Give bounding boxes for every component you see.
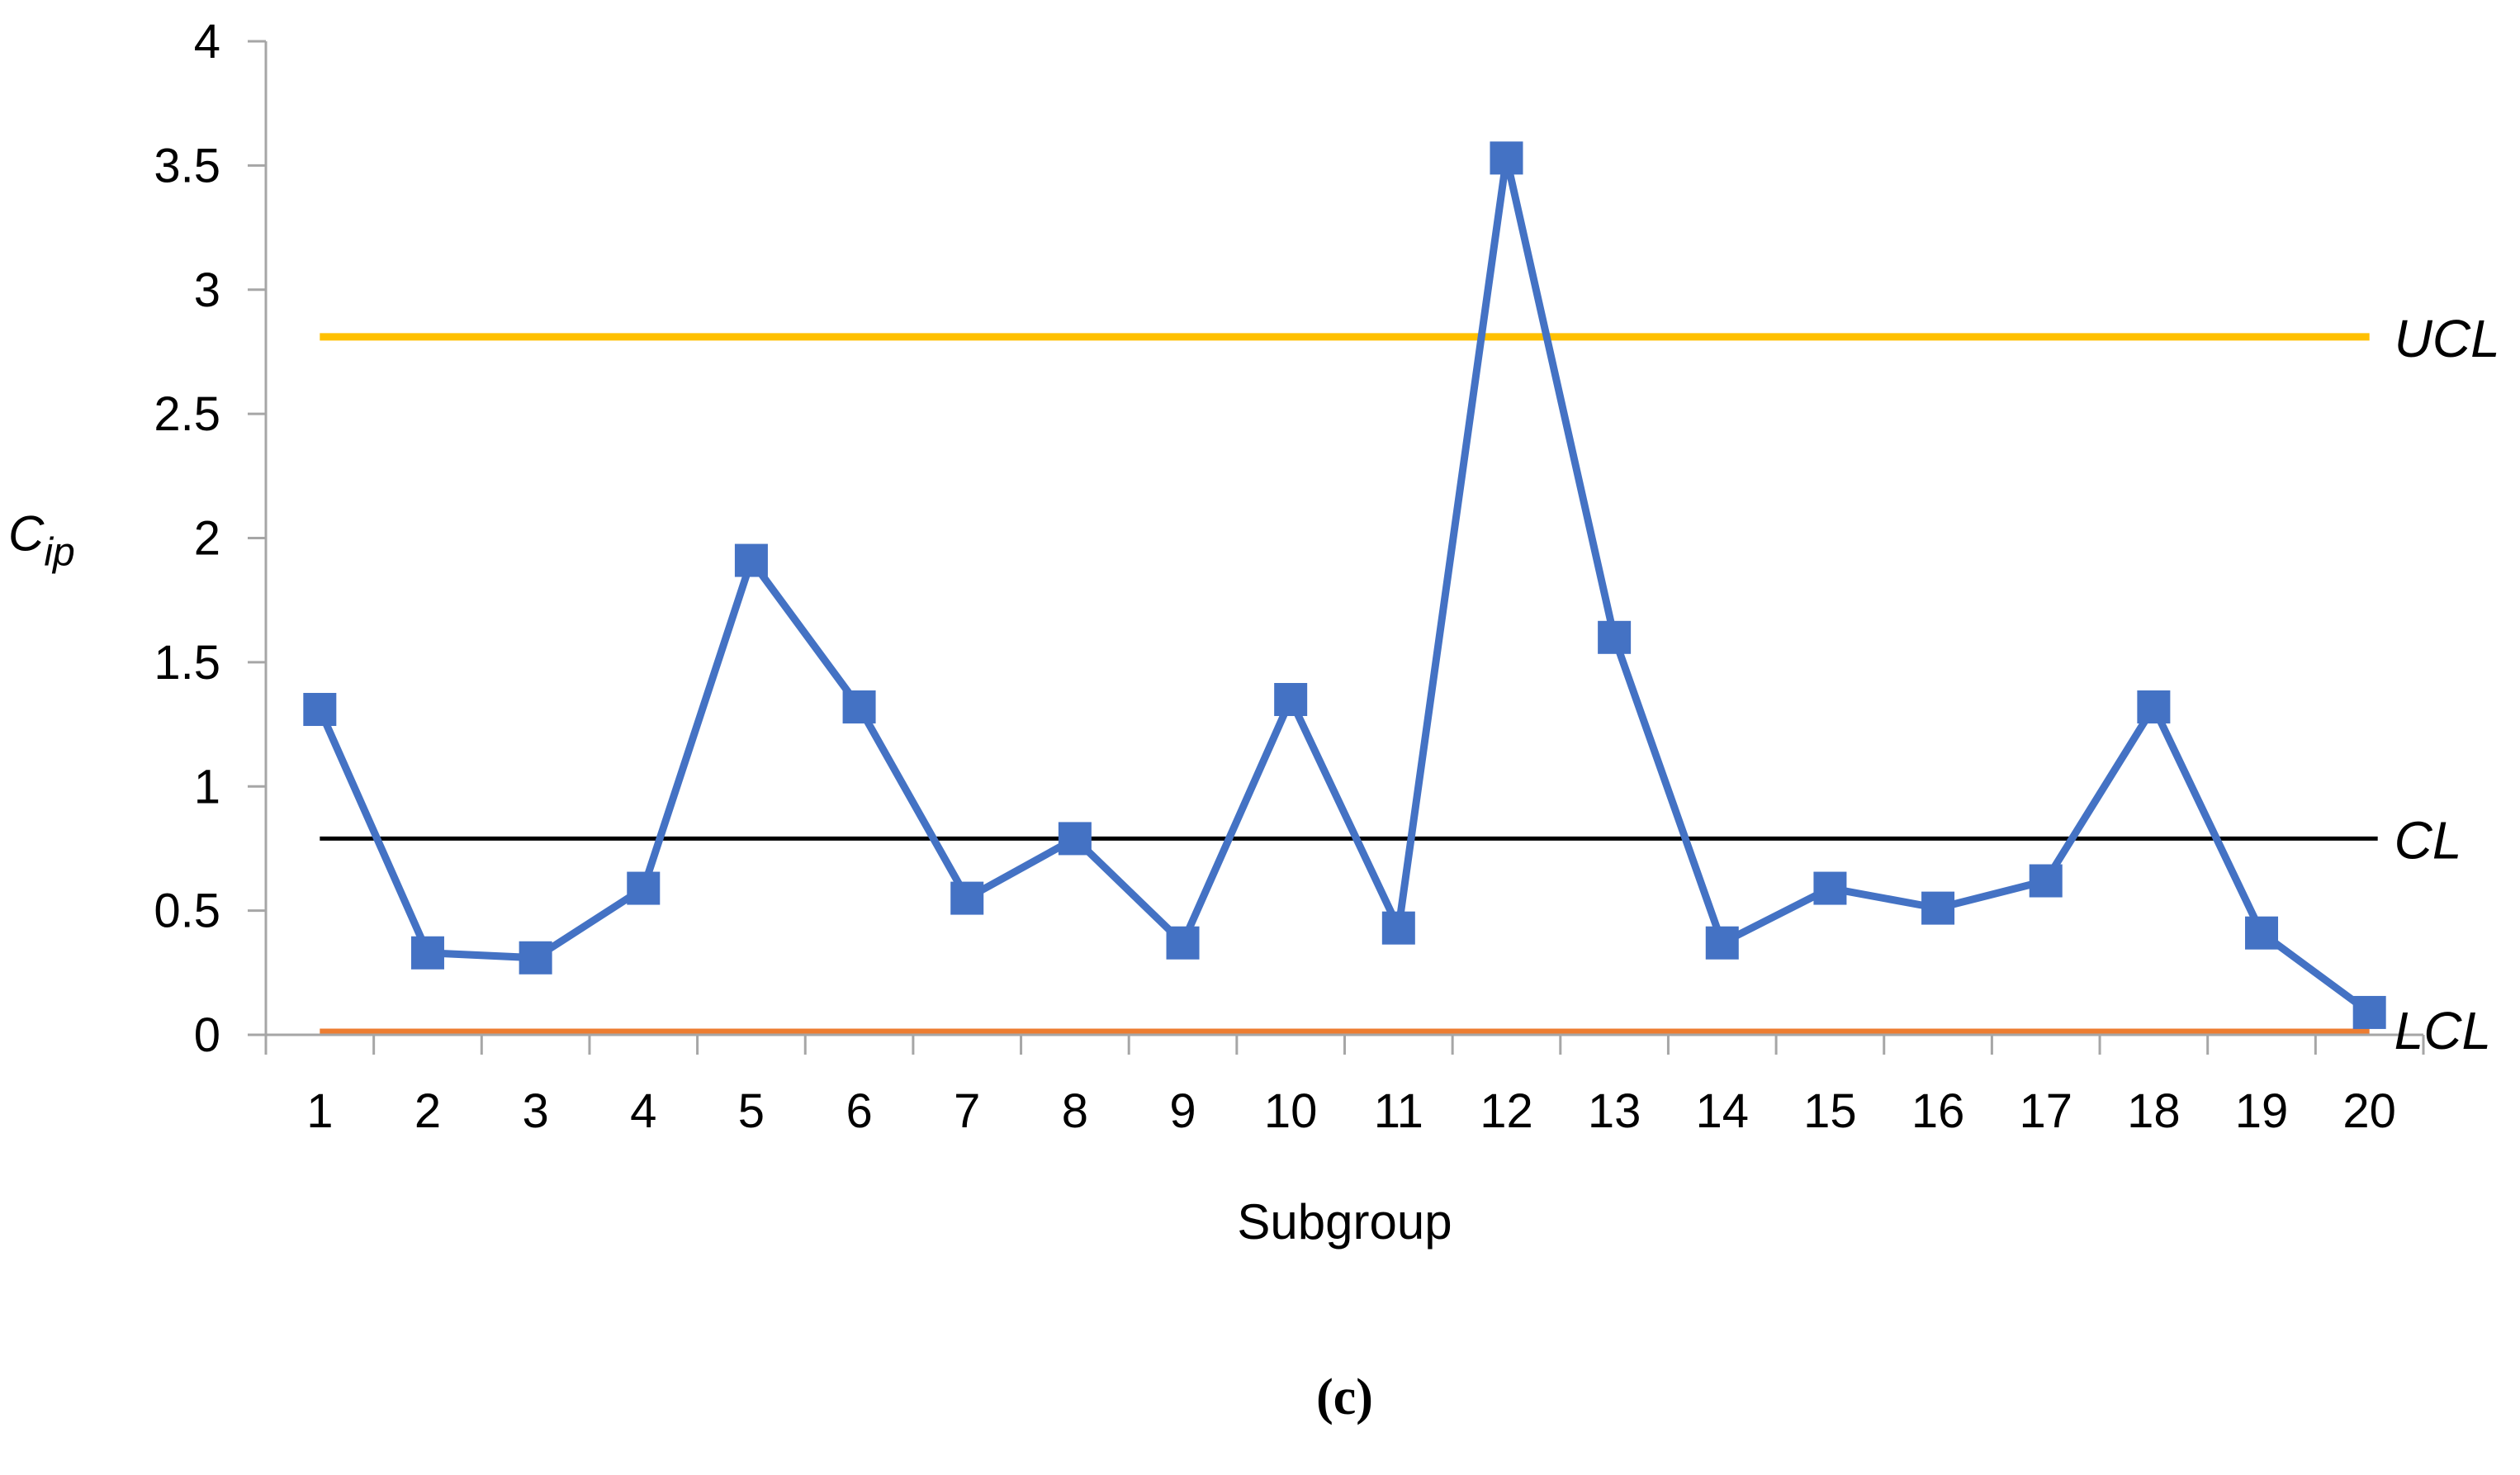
series-group [303, 141, 2386, 1029]
x-tick-label: 13 [1588, 1084, 1641, 1138]
x-tick-label: 15 [1803, 1084, 1857, 1138]
data-point-marker [734, 543, 768, 577]
data-point-marker [2029, 864, 2063, 898]
data-point-marker [842, 690, 876, 724]
data-point-marker [1921, 891, 1955, 925]
x-tick-label: 19 [2235, 1084, 2289, 1138]
data-point-marker [1058, 822, 1092, 856]
y-tick-label: 4 [194, 15, 220, 69]
data-point-marker [2245, 916, 2279, 950]
limit-lines [320, 333, 2378, 1036]
y-tick-label: 3 [194, 263, 220, 317]
x-tick-label: 10 [1264, 1084, 1318, 1138]
x-tick-label: 1 [306, 1084, 333, 1138]
data-point-marker [1274, 682, 1308, 716]
x-tick-label: 5 [738, 1084, 765, 1138]
data-point-marker [303, 693, 337, 727]
y-axis-title-subscript: ip [44, 531, 74, 575]
y-tick-label: 2 [194, 512, 220, 566]
x-tick-label: 7 [954, 1084, 980, 1138]
x-tick-label: 4 [630, 1084, 656, 1138]
limit-labels: UCL CL LCL [2394, 309, 2500, 1060]
data-point-marker [627, 871, 661, 905]
x-axis-ticks: 1 2 3 4 5 6 7 8 9 10 11 12 13 14 15 16 17 18 19 20 [264, 1035, 2425, 1138]
data-point-marker [410, 936, 444, 970]
x-tick-label: 12 [1480, 1084, 1533, 1138]
ucl-label: UCL [2394, 309, 2500, 368]
data-point-marker [1381, 911, 1415, 945]
x-tick-label: 11 [1374, 1084, 1423, 1138]
data-point-marker [1598, 620, 1632, 654]
x-tick-label: 16 [1911, 1084, 1965, 1138]
y-axis-title: Cip [8, 506, 75, 575]
data-point-marker [950, 881, 984, 915]
data-point-marker [1813, 871, 1847, 905]
x-axis-title: Subgroup [1237, 1194, 1452, 1250]
x-tick-label: 14 [1696, 1084, 1750, 1138]
y-tick-label: 1.5 [154, 636, 220, 690]
x-tick-label: 17 [2019, 1084, 2072, 1138]
y-axis-ticks: 0 0.5 1 1.5 2 2.5 3 3.5 4 [154, 15, 266, 1062]
y-tick-label: 1 [194, 760, 220, 813]
y-tick-label: 0.5 [154, 885, 220, 938]
y-tick-label: 0 [194, 1008, 220, 1062]
cl-label: CL [2394, 810, 2462, 870]
figure-caption: (c) [1316, 1369, 1373, 1425]
x-tick-label: 8 [1062, 1084, 1088, 1138]
axes [264, 41, 2423, 1036]
data-point-marker [2352, 995, 2386, 1029]
x-tick-label: 9 [1169, 1084, 1196, 1138]
data-point-marker [1705, 926, 1739, 960]
data-point-marker [1166, 926, 1200, 960]
x-tick-label: 3 [522, 1084, 548, 1138]
y-tick-label: 3.5 [154, 139, 220, 192]
x-tick-label: 18 [2127, 1084, 2181, 1138]
x-tick-label: 2 [414, 1084, 441, 1138]
x-tick-label: 6 [846, 1084, 872, 1138]
y-axis-title-main: C [8, 506, 45, 562]
data-point-marker [1490, 141, 1523, 175]
lcl-label: LCL [2394, 1001, 2491, 1060]
x-tick-label: 20 [2342, 1084, 2396, 1138]
series-line [316, 154, 2372, 1016]
y-tick-label: 2.5 [154, 387, 220, 441]
data-point-marker [519, 941, 552, 975]
data-point-marker [2137, 690, 2171, 724]
